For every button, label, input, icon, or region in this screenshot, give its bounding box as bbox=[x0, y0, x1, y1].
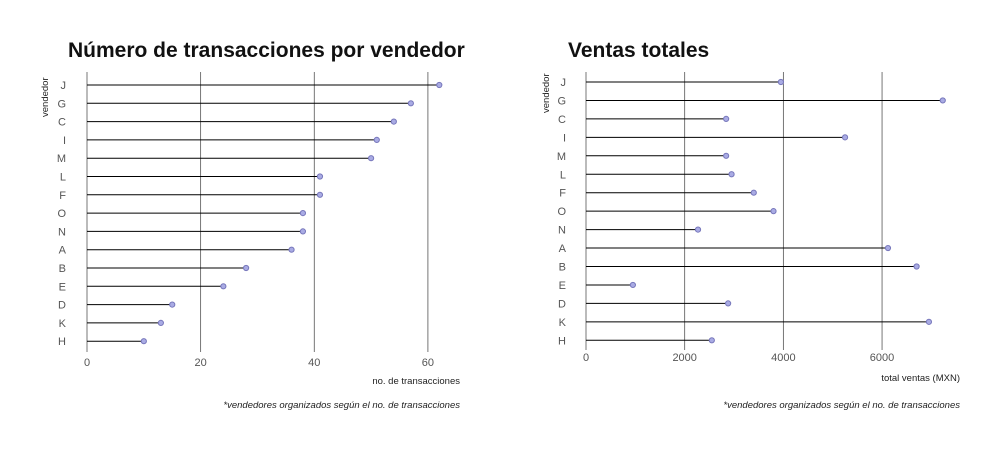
category-label: J bbox=[561, 77, 567, 89]
point-M bbox=[367, 155, 375, 162]
x-tick-label: 4000 bbox=[771, 352, 795, 364]
category-label: J bbox=[61, 80, 67, 92]
point-D bbox=[725, 300, 732, 307]
point-E bbox=[220, 283, 227, 290]
point-F bbox=[316, 191, 324, 198]
footnote: *vendedores organizados según el no. de … bbox=[723, 400, 960, 411]
point-E bbox=[629, 281, 636, 289]
category-label: O bbox=[557, 206, 566, 218]
point-G bbox=[407, 100, 414, 107]
point-H bbox=[140, 338, 147, 345]
point-K bbox=[925, 318, 933, 325]
category-label: D bbox=[58, 300, 66, 312]
point-J bbox=[777, 78, 785, 86]
x-tick-label: 6000 bbox=[870, 352, 894, 364]
category-label: G bbox=[557, 95, 566, 107]
category-label: C bbox=[558, 114, 566, 126]
x-tick-label: 20 bbox=[195, 357, 207, 369]
point-I bbox=[373, 136, 380, 143]
chart-title: Ventas totales bbox=[568, 39, 709, 62]
chart-transactions: Número de transacciones por vendedor ven… bbox=[40, 39, 465, 411]
point-B bbox=[242, 264, 250, 272]
point-O bbox=[770, 208, 777, 215]
point-C bbox=[390, 118, 397, 125]
y-axis-label: vendedor bbox=[40, 77, 51, 117]
point-A bbox=[884, 244, 892, 252]
category-label: M bbox=[57, 153, 66, 165]
category-label: N bbox=[558, 225, 566, 237]
point-B bbox=[913, 263, 920, 270]
x-axis-label: total ventas (MXN) bbox=[881, 373, 960, 384]
category-label: K bbox=[59, 318, 67, 330]
category-label: A bbox=[559, 243, 567, 255]
point-K bbox=[157, 319, 164, 326]
category-label: H bbox=[558, 335, 566, 347]
point-N bbox=[299, 228, 307, 235]
category-label: F bbox=[559, 188, 566, 200]
category-label: H bbox=[58, 336, 66, 348]
category-label: I bbox=[563, 132, 566, 144]
category-label: B bbox=[59, 263, 66, 275]
point-M bbox=[723, 152, 730, 159]
category-label: G bbox=[57, 98, 66, 110]
category-label: D bbox=[558, 298, 566, 310]
point-O bbox=[299, 210, 307, 217]
category-label: I bbox=[63, 135, 66, 147]
x-tick-label: 0 bbox=[84, 357, 90, 369]
category-label: B bbox=[559, 262, 566, 274]
category-label: M bbox=[557, 151, 566, 163]
point-L bbox=[316, 173, 324, 180]
point-I bbox=[841, 134, 849, 141]
category-label: E bbox=[59, 281, 66, 293]
point-G bbox=[939, 97, 946, 104]
point-D bbox=[169, 301, 176, 308]
category-label: E bbox=[559, 280, 566, 292]
point-N bbox=[694, 226, 702, 233]
category-label: K bbox=[559, 317, 567, 329]
point-H bbox=[708, 337, 715, 344]
category-label: L bbox=[560, 169, 566, 181]
category-label: L bbox=[60, 172, 66, 184]
x-tick-label: 60 bbox=[422, 357, 434, 369]
category-label: A bbox=[59, 245, 67, 257]
point-A bbox=[288, 246, 295, 253]
category-label: F bbox=[59, 190, 66, 202]
footnote: *vendedores organizados según el no. de … bbox=[223, 400, 460, 411]
chart-title: Número de transacciones por vendedor bbox=[68, 39, 465, 62]
category-label: N bbox=[58, 226, 66, 238]
chart-total-sales: Ventas totales vendedor total ventas (MX… bbox=[541, 39, 960, 411]
point-F bbox=[750, 189, 757, 196]
point-L bbox=[728, 171, 735, 178]
x-axis-label: no. de transacciones bbox=[372, 376, 460, 387]
y-axis-label: vendedor bbox=[541, 73, 552, 113]
category-label: O bbox=[57, 208, 66, 220]
point-C bbox=[723, 115, 730, 123]
x-tick-label: 0 bbox=[583, 352, 589, 364]
category-label: C bbox=[58, 117, 66, 129]
point-J bbox=[436, 81, 443, 89]
x-tick-label: 2000 bbox=[672, 352, 696, 364]
x-tick-label: 40 bbox=[308, 357, 320, 369]
